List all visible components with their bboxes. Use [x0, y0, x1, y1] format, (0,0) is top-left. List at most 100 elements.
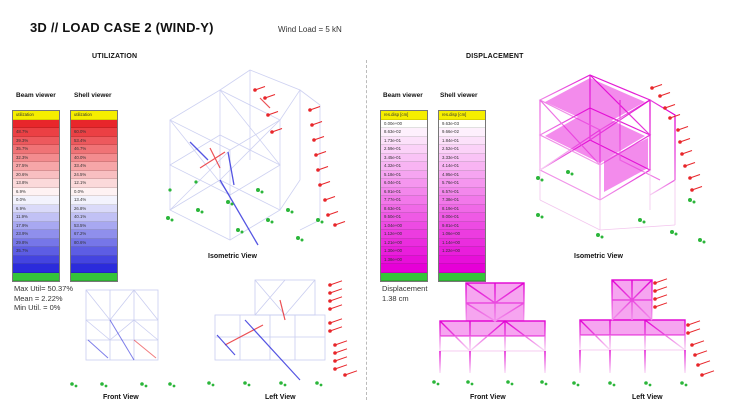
utilization-section-title: UTILIZATION [92, 53, 138, 60]
wind-load-arrow [654, 294, 668, 300]
util-shell-legend-row: 0.0% [71, 187, 117, 196]
disp-isometric-view-label: Isometric View [574, 253, 623, 260]
wind-load-arrow-head [314, 153, 318, 157]
wind-load-arrow-head [653, 305, 657, 309]
wind-load-arrow-head [700, 373, 704, 377]
wind-load-arrow [329, 296, 343, 302]
disp-beam-legend-row: 7.77e-01 [381, 196, 427, 205]
wind-load-arrow-head [676, 128, 680, 132]
disp-beam-legend-row: 4.32e-01 [381, 162, 427, 171]
disp-shell-viewer-label: Shell viewer [440, 92, 478, 99]
wind-load-arrow [329, 326, 343, 332]
wind-load-arrow-head [326, 213, 330, 217]
wind-load-arrow-head [266, 113, 270, 117]
wind-load-arrow [687, 320, 701, 326]
disp-shell-legend-row: 4.14e-01 [439, 162, 485, 171]
wind-load-arrow-head [310, 123, 314, 127]
disp-beam-legend-row: 1.04e+00 [381, 221, 427, 230]
wind-load-arrow [691, 340, 705, 346]
util-beam-legend-row: 39.3% [13, 136, 59, 145]
util-shell-legend-row: 33.4% [71, 162, 117, 171]
util-beam-legend-row: 23.9% [13, 230, 59, 239]
util-shell-legend-row: 12.1% [71, 179, 117, 188]
disp-beam-legend-row: 1.73e-01 [381, 136, 427, 145]
disp-shell-legend-row: 6.57e-01 [439, 187, 485, 196]
util-beam-legend-header: utilization [13, 111, 59, 120]
disp-beam-legend-row: 6.04e-01 [381, 179, 427, 188]
wind-load-arrow-head [658, 94, 662, 98]
disp-beam-viewer-label: Beam viewer [383, 92, 423, 99]
wind-load-arrow-head [328, 299, 332, 303]
disp-shell-legend-row: 1.22e+00 [439, 247, 485, 256]
wind-load-arrow-head [333, 359, 337, 363]
util-beam-legend-row: 17.9% [13, 221, 59, 230]
wind-load-arrow [334, 364, 348, 370]
disp-beam-legend-row: 0.00e+00 [381, 119, 427, 128]
disp-shell-legend-row: 9.63e-03 [439, 119, 485, 128]
disp-beam-legend-row: 1.30e+00 [381, 247, 427, 256]
wind-load-arrow [334, 356, 348, 362]
wind-load-arrow-head [328, 291, 332, 295]
disp-beam-legend-row: 1.12e+00 [381, 230, 427, 239]
util-beam-legend-row: 29.8% [13, 238, 59, 247]
util-beam-legend-row: 35.7% [13, 145, 59, 154]
disp-shell-legend-row: 9.66e-02 [439, 128, 485, 137]
wind-load-arrow [687, 328, 701, 334]
wind-load-label: Wind Load = 5 kN [278, 25, 342, 34]
disp-shell-legend-row: 9.81e-01 [439, 221, 485, 230]
wind-load-arrow-head [650, 86, 654, 90]
util-beam-legend-row: 6.9% [13, 187, 59, 196]
util-beam-legend-row [13, 255, 59, 264]
disp-shell-legend-row [439, 255, 485, 264]
disp-stats: Displacement 1.38 cm [382, 284, 427, 303]
disp-shell-legend-row [439, 264, 485, 273]
disp-label: Displacement [382, 284, 428, 293]
util-min: Min Util. = 0% [14, 303, 61, 312]
wind-load-arrow-head [328, 329, 332, 333]
util-beam-legend: utilization 48.7% 39.3% 35.7% 32.3% 27.5% 20.6… [12, 110, 60, 282]
util-shell-legend-header: utilization [71, 111, 117, 120]
disp-left-model [572, 278, 715, 387]
disp-shell-legend-header: res.disp [cm] [439, 111, 485, 120]
disp-beam-legend-row [381, 264, 427, 273]
util-beam-legend-row: 13.8% [13, 179, 59, 188]
util-shell-legend-row: 53.4% [71, 136, 117, 145]
util-stats: Max Util= 50.37% Mean = 2.22% Min Util. … [14, 284, 73, 313]
disp-left-view-label: Left View [632, 394, 663, 401]
util-shell-legend-row [71, 247, 117, 256]
util-beam-legend-row: 48.7% [13, 128, 59, 137]
wind-load-arrow [701, 370, 715, 376]
wind-load-arrow-head [683, 164, 687, 168]
disp-shell-legend-footer [439, 272, 485, 281]
disp-beam-legend-row: 1.21e+00 [381, 238, 427, 247]
disp-shell-legend: res.disp [cm] 9.63e-03 9.66e-02 1.84e-01 2.5… [438, 110, 486, 282]
wind-load-arrow-head [253, 88, 257, 92]
wind-load-arrow [654, 278, 668, 284]
wind-load-arrow-head [263, 96, 267, 100]
util-shell-legend-row: 24.5% [71, 170, 117, 179]
wind-load-arrow [697, 360, 711, 366]
util-mean: Mean = 2.22% [14, 293, 63, 303]
wind-load-arrow-head [688, 176, 692, 180]
wind-load-arrow [329, 318, 343, 324]
util-shell-legend: utilization 60.0% 53.4% 46.7% 40.0% 33.4% 24.5… [70, 110, 118, 282]
wind-load-arrow-head [678, 140, 682, 144]
wind-load-arrow-head [308, 108, 312, 112]
wind-load-arrow-head [668, 116, 672, 120]
util-beam-legend-row: 0.0% [13, 196, 59, 205]
util-shell-legend-row: 26.8% [71, 204, 117, 213]
section-divider [366, 60, 367, 400]
util-beam-legend-row [13, 119, 59, 128]
disp-front-view-label: Front View [470, 394, 506, 401]
wind-load-arrow-head [312, 138, 316, 142]
wind-load-arrow-head [693, 353, 697, 357]
util-beam-legend-row: 11.9% [13, 213, 59, 222]
wind-load-arrow-head [318, 183, 322, 187]
disp-beam-legend-row: 5.18e-01 [381, 170, 427, 179]
util-left-model [207, 279, 358, 387]
wind-load-arrow-head [328, 283, 332, 287]
util-beam-legend-row: 27.5% [13, 162, 59, 171]
wind-load-arrow-head [270, 130, 274, 134]
disp-beam-legend-row: 8.63e-01 [381, 204, 427, 213]
wind-load-arrow-head [316, 168, 320, 172]
